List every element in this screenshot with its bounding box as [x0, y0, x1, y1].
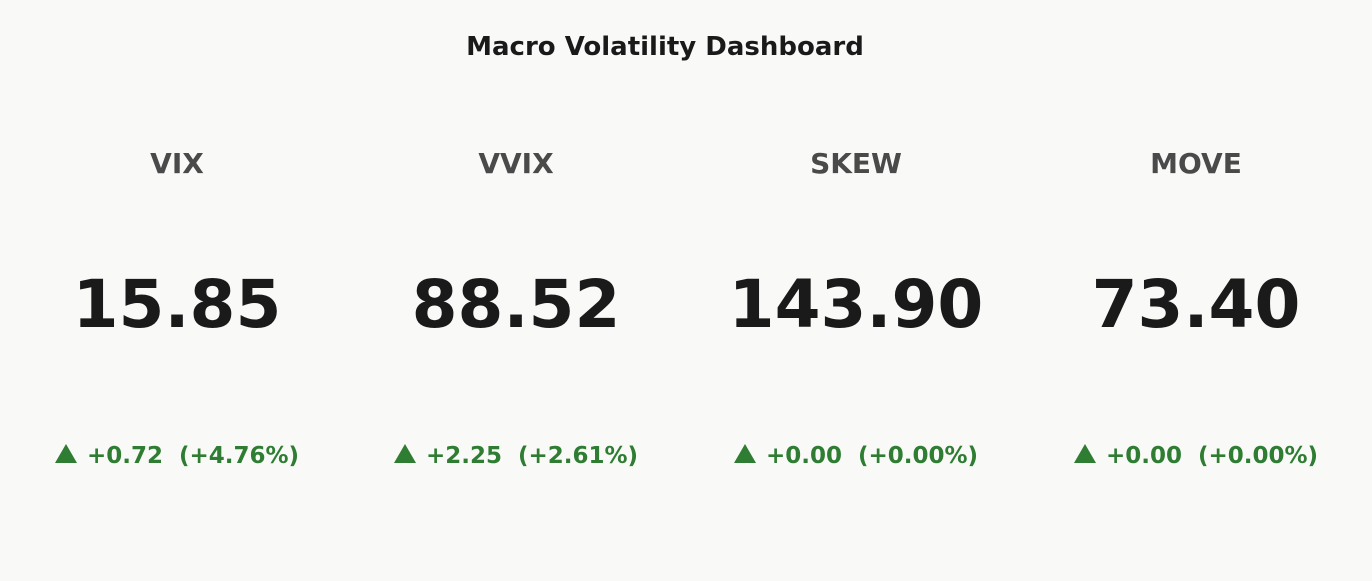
change-percent: (+0.00%) [1197, 443, 1319, 469]
change-absolute: +2.25 [425, 443, 502, 469]
metric-change: +2.25 (+2.61%) [346, 440, 686, 472]
metric-label: SKEW [810, 147, 902, 180]
metric-label: MOVE [1150, 147, 1242, 180]
metric-value: 88.52 [411, 266, 621, 343]
change-absolute: +0.72 [86, 443, 163, 469]
triangle-up-icon [393, 444, 416, 463]
change-percent: (+4.76%) [178, 443, 300, 469]
metric-change: +0.00 (+0.00%) [1026, 440, 1366, 472]
triangle-up-icon [1073, 444, 1096, 463]
metric-change: +0.00 (+0.00%) [686, 440, 1026, 472]
metric-card-move: MOVE 73.40 +0.00 (+0.00%) [1026, 0, 1366, 581]
metric-label: VIX [150, 147, 204, 180]
metric-card-skew: SKEW 143.90 +0.00 (+0.00%) [686, 0, 1026, 581]
metric-card-vvix: VVIX 88.52 +2.25 (+2.61%) [346, 0, 686, 581]
change-absolute: +0.00 [1105, 443, 1182, 469]
change-percent: (+2.61%) [517, 443, 639, 469]
metric-card-vix: VIX 15.85 +0.72 (+4.76%) [7, 0, 347, 581]
triangle-up-icon [733, 444, 756, 463]
metric-change: +0.72 (+4.76%) [7, 440, 347, 472]
metric-value: 15.85 [72, 266, 282, 343]
metric-label: VVIX [478, 147, 554, 180]
triangle-up-icon [54, 444, 77, 463]
dashboard-title: Macro Volatility Dashboard [466, 32, 864, 62]
change-percent: (+0.00%) [857, 443, 979, 469]
metric-value: 143.90 [728, 266, 984, 343]
metric-value: 73.40 [1091, 266, 1301, 343]
change-absolute: +0.00 [765, 443, 842, 469]
